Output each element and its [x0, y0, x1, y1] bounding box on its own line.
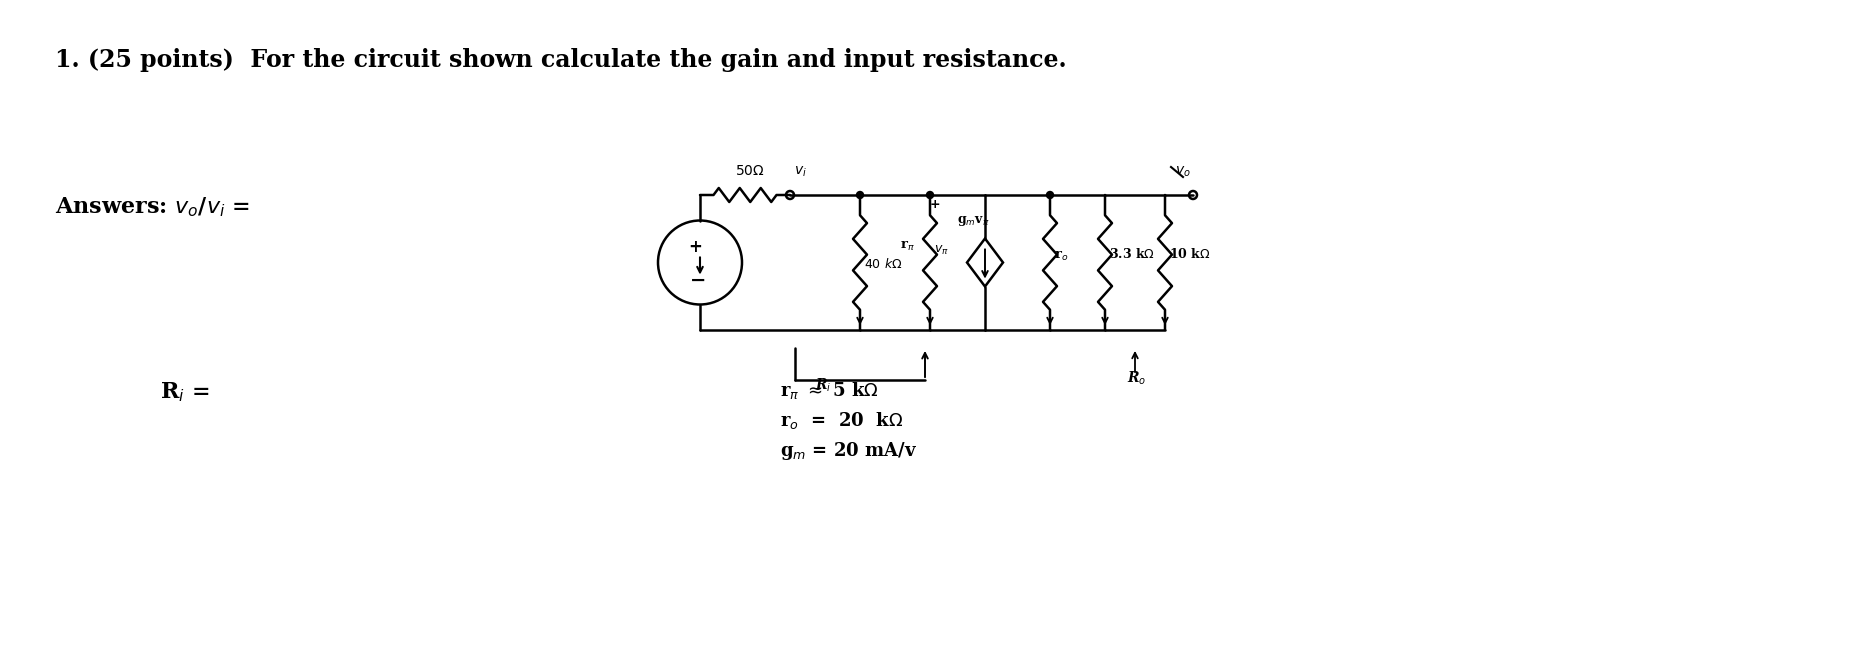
Text: −: − — [690, 271, 706, 290]
Text: g$_m$v$_\pi$: g$_m$v$_\pi$ — [956, 213, 990, 228]
Text: R$_o$: R$_o$ — [1128, 370, 1146, 387]
Text: 3.3 k$\Omega$: 3.3 k$\Omega$ — [1109, 248, 1156, 261]
Circle shape — [926, 192, 934, 198]
Text: Answers: $v_o$/$v_i$ =: Answers: $v_o$/$v_i$ = — [56, 195, 250, 218]
Text: 10 k$\Omega$: 10 k$\Omega$ — [1169, 248, 1210, 261]
Text: r$_o$  =  20  k$\Omega$: r$_o$ = 20 k$\Omega$ — [779, 410, 902, 431]
Circle shape — [1046, 192, 1053, 198]
Text: +: + — [688, 237, 703, 256]
Text: r$_\pi$: r$_\pi$ — [900, 239, 915, 252]
Text: r$_\pi$ $\approx$ 5 k$\Omega$: r$_\pi$ $\approx$ 5 k$\Omega$ — [779, 380, 878, 401]
Text: r$_o$: r$_o$ — [1053, 250, 1068, 263]
Text: R$_i$ =: R$_i$ = — [160, 380, 209, 404]
Text: $40$ $k\Omega$: $40$ $k\Omega$ — [865, 258, 902, 271]
Text: $v_o$: $v_o$ — [1174, 165, 1191, 179]
Text: +: + — [930, 198, 939, 211]
Text: $50\Omega$: $50\Omega$ — [734, 164, 764, 178]
Text: R$_i$: R$_i$ — [815, 377, 831, 394]
Text: 1. (25 points)  For the circuit shown calculate the gain and input resistance.: 1. (25 points) For the circuit shown cal… — [56, 48, 1066, 72]
Circle shape — [856, 192, 863, 198]
Text: $v_i$: $v_i$ — [794, 165, 807, 179]
Text: $v_\pi$: $v_\pi$ — [934, 243, 949, 257]
Text: g$_m$ = 20 mA/v: g$_m$ = 20 mA/v — [779, 440, 917, 462]
